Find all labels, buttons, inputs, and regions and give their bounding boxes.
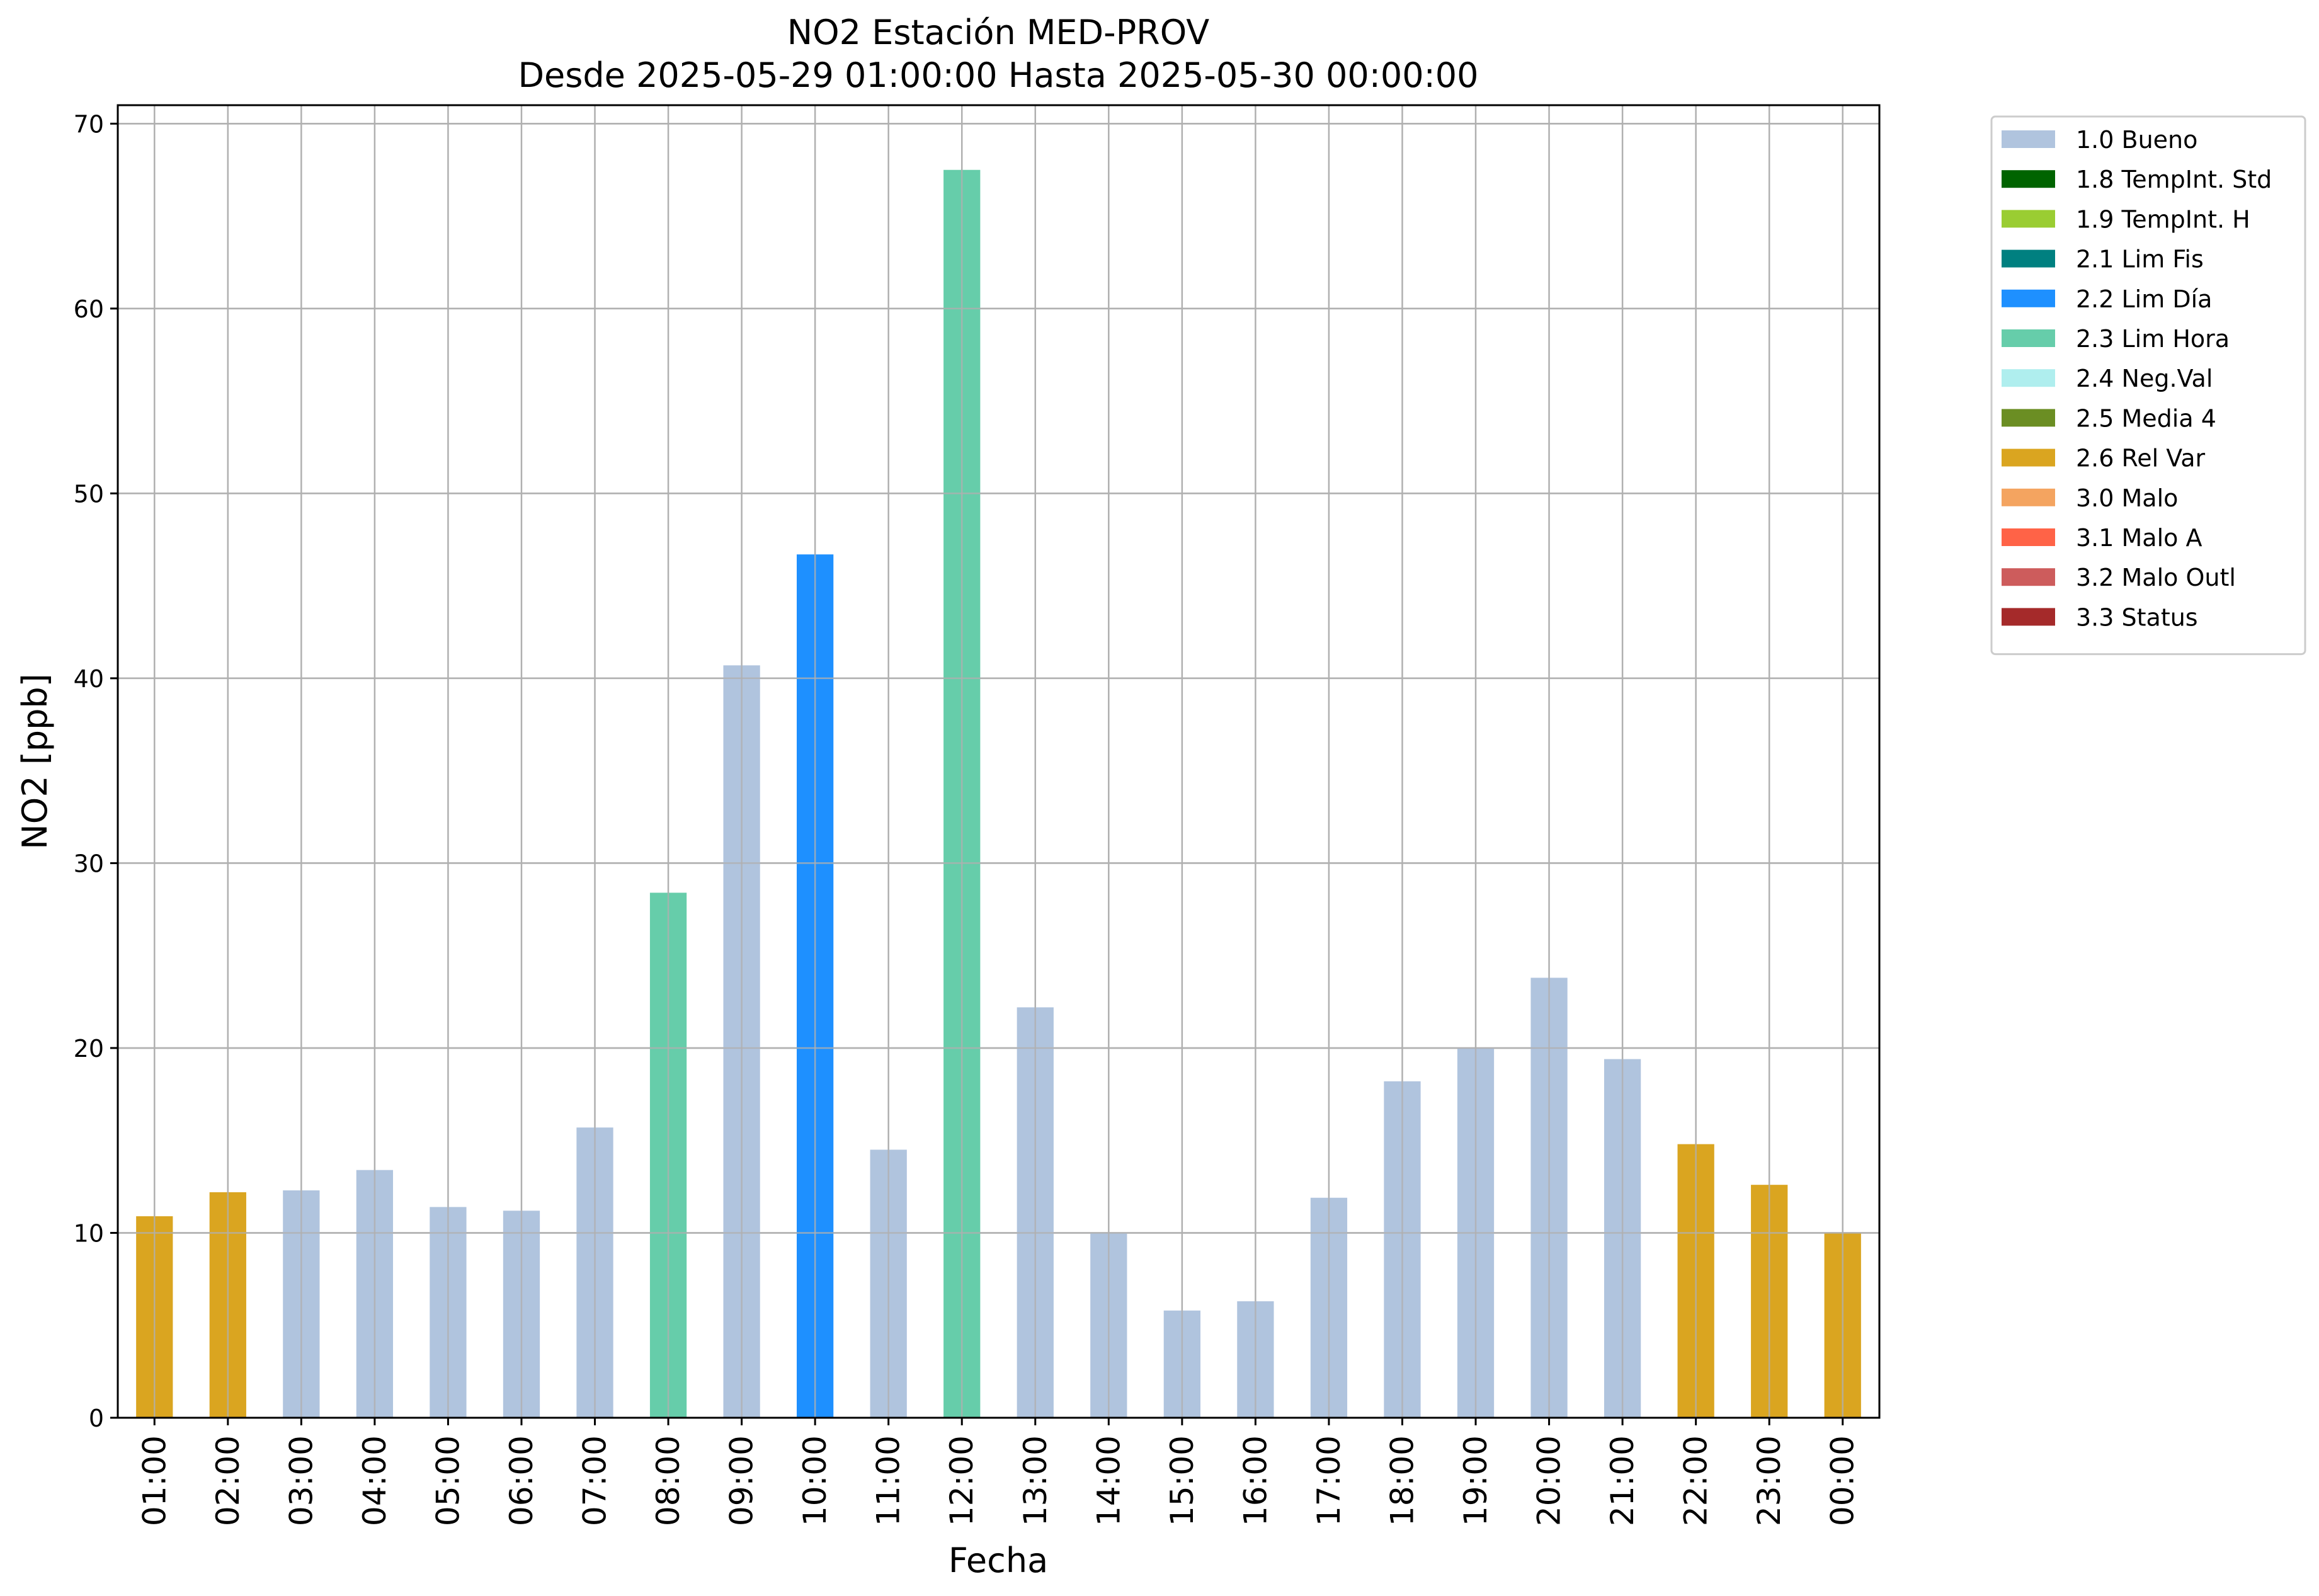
x-tick-label: 02:00 bbox=[210, 1435, 246, 1526]
legend-swatch bbox=[2002, 448, 2055, 467]
legend-label: 3.3 Status bbox=[2076, 603, 2198, 631]
legend-box bbox=[1990, 115, 2306, 656]
y-tick-label: 70 bbox=[74, 110, 104, 138]
y-tick-label: 40 bbox=[74, 665, 104, 693]
x-tick-label: 12:00 bbox=[943, 1435, 980, 1526]
legend-swatch bbox=[2002, 528, 2055, 546]
x-tick-label: 16:00 bbox=[1237, 1435, 1273, 1526]
chart-subtitle: Desde 2025-05-29 01:00:00 Hasta 2025-05-… bbox=[518, 55, 1478, 95]
x-tick-label: 18:00 bbox=[1384, 1435, 1420, 1526]
legend-label: 3.2 Malo Outl bbox=[2076, 564, 2236, 591]
y-axis-ticks: 0 10 20 30 40 50 60 70 bbox=[74, 110, 118, 1432]
legend-label: 2.1 Lim Fis bbox=[2076, 246, 2204, 273]
x-tick-label: 06:00 bbox=[503, 1435, 540, 1526]
legend-swatch bbox=[2002, 409, 2055, 427]
legend-label: 3.0 Malo bbox=[2076, 484, 2178, 512]
legend-swatch bbox=[2002, 170, 2055, 188]
x-tick-label: 13:00 bbox=[1017, 1435, 1054, 1526]
y-tick-label: 50 bbox=[74, 480, 104, 508]
legend-swatch bbox=[2002, 488, 2055, 506]
x-tick-label: 00:00 bbox=[1825, 1435, 1861, 1526]
x-tick-label: 09:00 bbox=[724, 1435, 760, 1526]
y-tick-label: 10 bbox=[74, 1219, 104, 1247]
y-tick-label: 20 bbox=[74, 1035, 104, 1063]
x-tick-label: 01:00 bbox=[136, 1435, 173, 1526]
y-tick-label: 60 bbox=[74, 295, 104, 323]
x-tick-label: 19:00 bbox=[1457, 1435, 1494, 1526]
legend-label: 1.0 Bueno bbox=[2076, 126, 2197, 154]
y-axis-label: NO2 [ppb] bbox=[15, 673, 55, 849]
x-tick-label: 22:00 bbox=[1678, 1435, 1714, 1526]
chart-title: NO2 Estación MED-PROV bbox=[787, 13, 1209, 52]
x-tick-label: 10:00 bbox=[797, 1435, 833, 1526]
legend-swatch bbox=[2002, 289, 2055, 307]
legend-swatch bbox=[2002, 210, 2055, 228]
legend-label: 1.8 TempInt. Std bbox=[2076, 166, 2272, 193]
legend-label: 3.1 Malo A bbox=[2076, 524, 2202, 552]
x-tick-label: 11:00 bbox=[870, 1435, 907, 1526]
x-axis-ticks: 01:00 02:00 03:00 04:00 05:00 06:00 07:00 08:00… bbox=[136, 1418, 1861, 1526]
legend-label: 2.4 Neg.Val bbox=[2076, 365, 2213, 392]
legend-swatch bbox=[2002, 608, 2055, 626]
y-tick-label: 0 bbox=[89, 1405, 104, 1432]
x-tick-label: 03:00 bbox=[283, 1435, 319, 1526]
x-tick-label: 14:00 bbox=[1090, 1435, 1127, 1526]
legend-label: 2.2 Lim Día bbox=[2076, 285, 2212, 313]
x-tick-label: 07:00 bbox=[577, 1435, 613, 1526]
legend-swatch bbox=[2002, 329, 2055, 347]
legend-swatch bbox=[2002, 130, 2055, 148]
x-tick-label: 08:00 bbox=[650, 1435, 687, 1526]
y-tick-label: 30 bbox=[74, 850, 104, 877]
legend-swatch bbox=[2002, 249, 2055, 268]
legend-label: 2.6 Rel Var bbox=[2076, 445, 2206, 472]
plot-frame bbox=[117, 104, 1881, 1419]
bars bbox=[118, 123, 1879, 1419]
legend-swatch bbox=[2002, 568, 2055, 586]
x-tick-label: 15:00 bbox=[1164, 1435, 1200, 1526]
x-tick-label: 17:00 bbox=[1311, 1435, 1347, 1526]
legend-swatch bbox=[2002, 369, 2055, 387]
x-axis-label: Fecha bbox=[949, 1541, 1048, 1580]
x-tick-label: 05:00 bbox=[430, 1435, 466, 1526]
legend-label: 1.9 TempInt. H bbox=[2076, 205, 2250, 233]
x-tick-label: 21:00 bbox=[1604, 1435, 1641, 1526]
x-tick-label: 23:00 bbox=[1751, 1435, 1787, 1526]
legend: 1.0 Bueno 1.8 TempInt. Std 1.9 TempInt. H 2… bbox=[1990, 115, 2306, 656]
legend-label: 2.3 Lim Hora bbox=[2076, 325, 2230, 353]
x-tick-label: 20:00 bbox=[1531, 1435, 1568, 1526]
legend-label: 2.5 Media 4 bbox=[2076, 404, 2216, 432]
x-tick-label: 04:00 bbox=[356, 1435, 393, 1526]
